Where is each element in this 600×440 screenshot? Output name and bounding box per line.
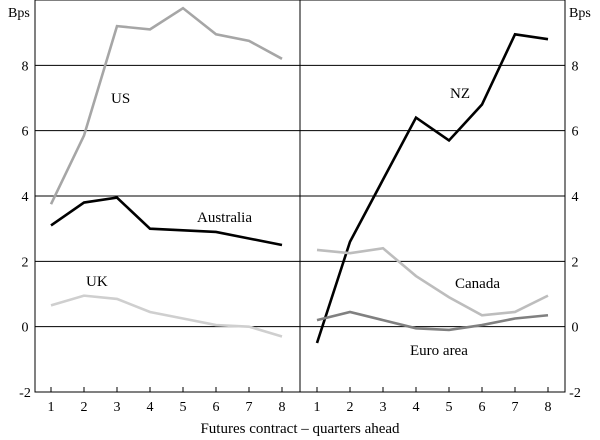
series-line-us [49, 6, 283, 205]
right-y-tick-label: 4 [572, 190, 579, 205]
left-x-tick-label: 7 [246, 400, 253, 415]
series-label-uk: UK [86, 274, 108, 290]
series-line-uk [50, 294, 283, 338]
left-x-tick-label: 5 [180, 400, 187, 415]
left-y-tick-label: -2 [19, 386, 31, 401]
series-line-canada [316, 246, 549, 317]
left-y-tick-label: 2 [22, 255, 29, 270]
series-label-us: US [111, 91, 130, 107]
right-x-tick-label: 2 [347, 400, 354, 415]
left-x-tick-label: 6 [213, 400, 220, 415]
right-y-tick-label: 8 [572, 59, 579, 74]
right-x-tick-label: 4 [413, 400, 420, 415]
right-y-tick-label: 2 [572, 255, 579, 270]
series-label-canada: Canada [455, 276, 500, 292]
left-x-tick-label: 3 [114, 400, 121, 415]
right-x-tick-label: 1 [314, 400, 321, 415]
left-y-tick-label: 4 [22, 190, 29, 205]
left-unit-label: Bps [8, 6, 30, 21]
right-x-tick-label: 5 [446, 400, 453, 415]
series-label-euro-area: Euro area [410, 343, 468, 359]
left-y-tick-label: 8 [22, 59, 29, 74]
right-x-tick-label: 3 [380, 400, 387, 415]
left-y-tick-label: 0 [22, 321, 29, 336]
right-y-tick-label: -2 [569, 386, 581, 401]
right-unit-label: Bps [569, 6, 591, 21]
series-line-euro-area [316, 310, 549, 332]
series-line-nz [315, 32, 549, 344]
right-x-tick-label: 6 [479, 400, 486, 415]
series-lines [49, 6, 549, 344]
left-x-tick-label: 8 [279, 400, 286, 415]
left-y-tick-label: 6 [22, 125, 29, 140]
tick-labels: -2 0 2 4 6 8 1 2 3 4 5 6 7 8 -2 0 2 4 6 8 1 2 3 4 5 6 7 8 [19, 59, 581, 415]
series-label-nz: NZ [450, 86, 470, 102]
series-label-australia: Australia [197, 210, 252, 226]
right-x-tick-label: 8 [545, 400, 552, 415]
chart-frame [34, 0, 566, 393]
left-x-tick-label: 4 [147, 400, 154, 415]
left-x-tick-label: 1 [48, 400, 55, 415]
right-y-tick-label: 0 [572, 321, 579, 336]
right-y-tick-label: 6 [572, 125, 579, 140]
right-x-tick-label: 7 [512, 400, 519, 415]
x-axis-title: Futures contract – quarters ahead [200, 421, 400, 437]
left-panel-gridlines [35, 64, 300, 328]
series-line-australia [50, 196, 283, 247]
left-x-tick-label: 2 [81, 400, 88, 415]
